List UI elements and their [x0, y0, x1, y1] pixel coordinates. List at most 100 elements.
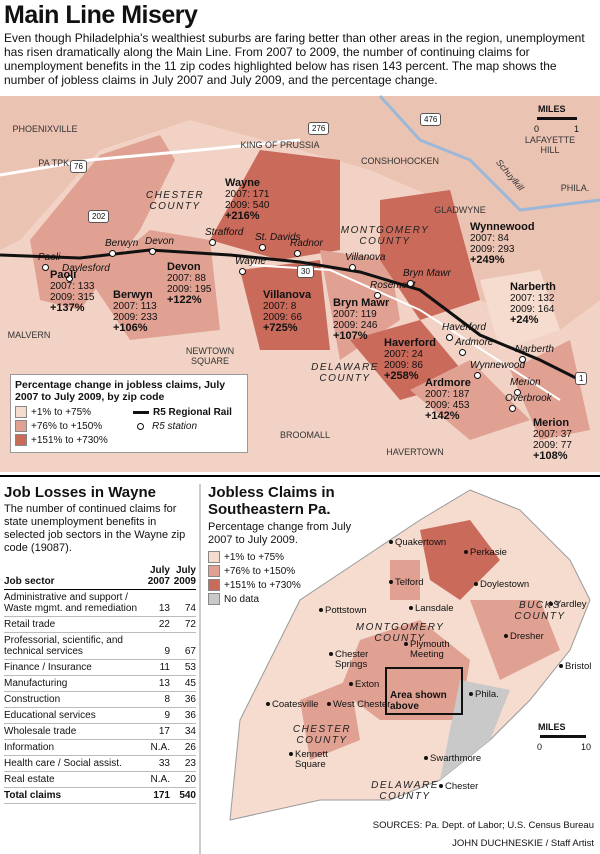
place-dot	[404, 642, 408, 646]
station-label: Strafford	[205, 227, 244, 238]
legend-label: +76% to +150%	[31, 421, 103, 432]
region-area	[300, 680, 360, 760]
route-shield: 276	[308, 122, 330, 135]
table-cell: 26	[170, 739, 196, 756]
table-row: Health care / Social assist. 33 23	[4, 755, 196, 772]
county-label: Montgomery County	[355, 622, 445, 644]
place-label: Dresher	[510, 631, 544, 642]
percent-change: +725%	[263, 322, 298, 334]
zip-label: Wayne 2007: 171 2009: 540 +216%	[225, 178, 270, 222]
legend-label: +76% to +150%	[224, 566, 296, 577]
percent-change: +24%	[510, 314, 539, 326]
credit: JOHN DUCHNESKIE / Staff Artist	[452, 838, 594, 849]
scale-label: 1	[574, 124, 580, 134]
region-area	[340, 620, 470, 720]
place-label: Gladwyne	[434, 205, 486, 215]
place-label: Perkasie	[470, 547, 507, 558]
place-label: Phila.	[475, 689, 499, 700]
scale-label: 10	[581, 742, 592, 752]
total-row: Total claims 171 540	[4, 787, 196, 804]
claims-2007: 2007: 187	[425, 389, 470, 400]
scale-label: 0	[537, 742, 543, 752]
legend-swatch	[15, 434, 27, 447]
table-cell: 8	[144, 691, 170, 708]
table-cell: 33	[144, 755, 170, 772]
legend-label: No data	[224, 594, 260, 605]
claims-2009: 2009: 77	[533, 440, 572, 451]
station-label: Paoli	[38, 252, 61, 263]
place-label: Chester Springs	[335, 649, 369, 670]
station-dot	[407, 280, 414, 287]
claims-2007: 2007: 24	[384, 349, 423, 360]
place-label: Malvern	[7, 330, 51, 340]
region-area	[440, 680, 510, 780]
place-dot	[474, 582, 478, 586]
zip-label: Merion 2007: 37 2009: 77 +108%	[533, 418, 572, 462]
place-dot	[504, 634, 508, 638]
station-label: Narberth	[515, 344, 554, 355]
road	[0, 138, 301, 177]
county-label: Delaware County	[371, 780, 439, 802]
table-cell: Manufacturing	[4, 675, 144, 692]
table-cell: Real estate	[4, 771, 144, 788]
table-cell: Health care / Social assist.	[4, 755, 144, 772]
table-cell: 13	[144, 589, 170, 617]
station-dot	[149, 248, 156, 255]
station-label: Bryn Mawr	[403, 268, 451, 279]
station-label: Wayne	[235, 256, 266, 267]
legend-item: +151% to +730%	[15, 434, 133, 448]
county-label: Bucks County	[514, 600, 566, 622]
intro: Even though Philadelphia's wealthiest su…	[4, 31, 585, 87]
place-dot	[469, 692, 473, 696]
map-legend: Percentage change in jobless claims, Jul…	[10, 374, 248, 453]
percent-change: +137%	[50, 302, 85, 314]
table-cell: 34	[170, 723, 196, 740]
table-cell: 11	[144, 659, 170, 676]
station-label: Ardmore	[455, 337, 494, 348]
place-label: Havertown	[386, 447, 444, 457]
table-cell: 22	[144, 616, 170, 633]
percent-change: +107%	[333, 330, 368, 342]
header-cell: Job sector	[4, 563, 144, 590]
zip-name: Ardmore	[425, 377, 471, 389]
legend-label: +1% to +75%	[224, 552, 285, 563]
station-label: Overbrook	[505, 393, 552, 404]
zip-area	[90, 230, 220, 340]
map2-title: Jobless Claims in Southeastern Pa.	[208, 484, 335, 518]
table-cell: 36	[170, 691, 196, 708]
legend-item: +76% to +150%	[208, 565, 408, 579]
zip-area	[210, 150, 340, 260]
map2-header: Jobless Claims in Southeastern Pa. Perce…	[208, 484, 408, 607]
table-panel: Job Losses in Wayne The number of contin…	[4, 484, 196, 804]
table-cell: Information	[4, 739, 144, 756]
legend-item: +151% to +730%	[208, 579, 408, 593]
place-label: Broomall	[279, 430, 330, 440]
legend-swatch	[208, 551, 220, 564]
claims-2007: 2007: 88	[167, 273, 206, 284]
percent-change: +122%	[167, 294, 202, 306]
claims-2009: 2009: 246	[333, 320, 378, 331]
place-label: Plymouth Meeting	[410, 639, 450, 660]
claims-2009: 2009: 233	[113, 312, 158, 323]
percent-change: +216%	[225, 210, 260, 222]
claims-2007: 2007: 84	[470, 233, 509, 244]
zip-area	[510, 340, 590, 440]
table-cell: 45	[170, 675, 196, 692]
table-cell: 36	[170, 707, 196, 724]
legend-item: R5 station	[133, 420, 232, 434]
region-area	[420, 520, 500, 600]
place-label: Telford	[395, 577, 424, 588]
place-dot	[389, 540, 393, 544]
station-dot	[514, 389, 521, 396]
area-box	[385, 667, 463, 715]
zip-name: Wynnewood	[470, 221, 535, 233]
place-label: Exton	[355, 679, 380, 690]
station-dot	[509, 405, 516, 412]
station-dot	[66, 275, 73, 282]
claims-2009: 2009: 315	[50, 292, 95, 303]
place-dot	[439, 784, 443, 788]
table-row: Information N.A. 26	[4, 739, 196, 756]
place-label: Lafayette Hill	[524, 135, 576, 155]
place-label: Newtown Square	[185, 346, 235, 366]
